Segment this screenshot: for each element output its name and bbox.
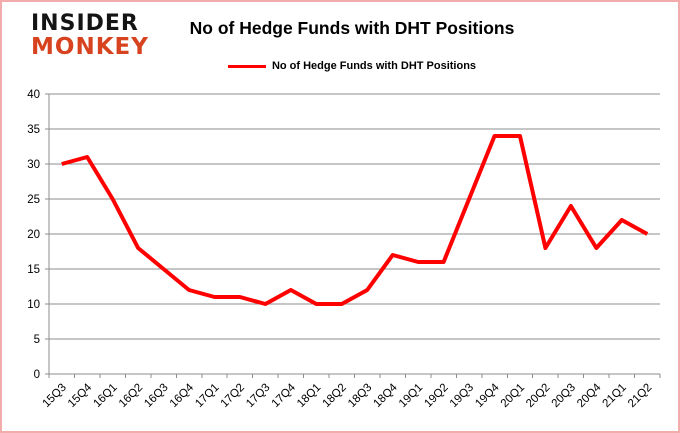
x-tick-label: 19Q1: [397, 382, 425, 410]
x-tick-label: 15Q3: [40, 382, 68, 410]
x-tick-label: 15Q4: [66, 381, 95, 410]
legend-label: No of Hedge Funds with DHT Positions: [271, 60, 477, 72]
x-tick-label: 19Q3: [448, 382, 476, 410]
y-tick-label: 15: [27, 264, 40, 276]
logo-insider-text: INSIDER: [31, 11, 139, 36]
y-tick-label: 10: [27, 299, 40, 311]
y-tick-label: 25: [27, 194, 40, 206]
x-tick-label: 16Q1: [91, 382, 119, 410]
x-tick-label: 20Q2: [524, 382, 552, 410]
x-tick-label: 19Q4: [473, 381, 502, 410]
legend-line-swatch: [227, 64, 266, 68]
chart-legend: No of Hedge Funds with DHT Positions: [122, 60, 582, 72]
y-axis-labels: 0 5 10 15 20 25 30 35 40: [27, 89, 40, 381]
x-tick-label: 17Q2: [219, 382, 247, 410]
x-axis-labels: 15Q315Q416Q116Q216Q316Q417Q117Q217Q317Q4…: [40, 381, 654, 410]
gridlines: [49, 93, 660, 340]
axes: [45, 93, 661, 378]
x-tick-label: 20Q3: [550, 382, 578, 410]
y-tick-label: 0: [34, 369, 40, 381]
y-tick-label: 30: [27, 159, 40, 171]
y-tick-label: 35: [27, 124, 40, 136]
x-tick-label: 19Q2: [422, 382, 450, 410]
y-tick-label: 40: [27, 89, 40, 101]
hedge-funds-series-line: [61, 134, 649, 306]
x-tick-label: 20Q1: [499, 382, 527, 410]
x-tick-label: 18Q2: [321, 382, 349, 410]
y-tick-label: 20: [27, 229, 40, 241]
x-tick-label: 18Q1: [295, 382, 323, 410]
x-tick-label: 16Q4: [168, 381, 197, 410]
logo-monkey-text: MONKEY: [31, 34, 149, 60]
x-tick-label: 16Q3: [142, 382, 170, 410]
chart-title: No of Hedge Funds with DHT Positions: [189, 18, 515, 38]
x-tick-label: 17Q4: [270, 381, 299, 410]
insider-monkey-logo: INSIDER MONKEY: [31, 13, 149, 59]
y-tick-label: 5: [34, 334, 40, 346]
x-tick-label: 17Q3: [244, 382, 272, 410]
x-tick-label: 18Q3: [346, 382, 374, 410]
x-tick-label: 18Q4: [371, 381, 400, 410]
x-tick-label: 21Q1: [601, 382, 629, 410]
x-tick-label: 20Q4: [575, 381, 604, 410]
x-tick-label: 17Q1: [193, 382, 221, 410]
x-tick-label: 16Q2: [117, 382, 145, 410]
x-tick-label: 21Q2: [626, 382, 654, 410]
